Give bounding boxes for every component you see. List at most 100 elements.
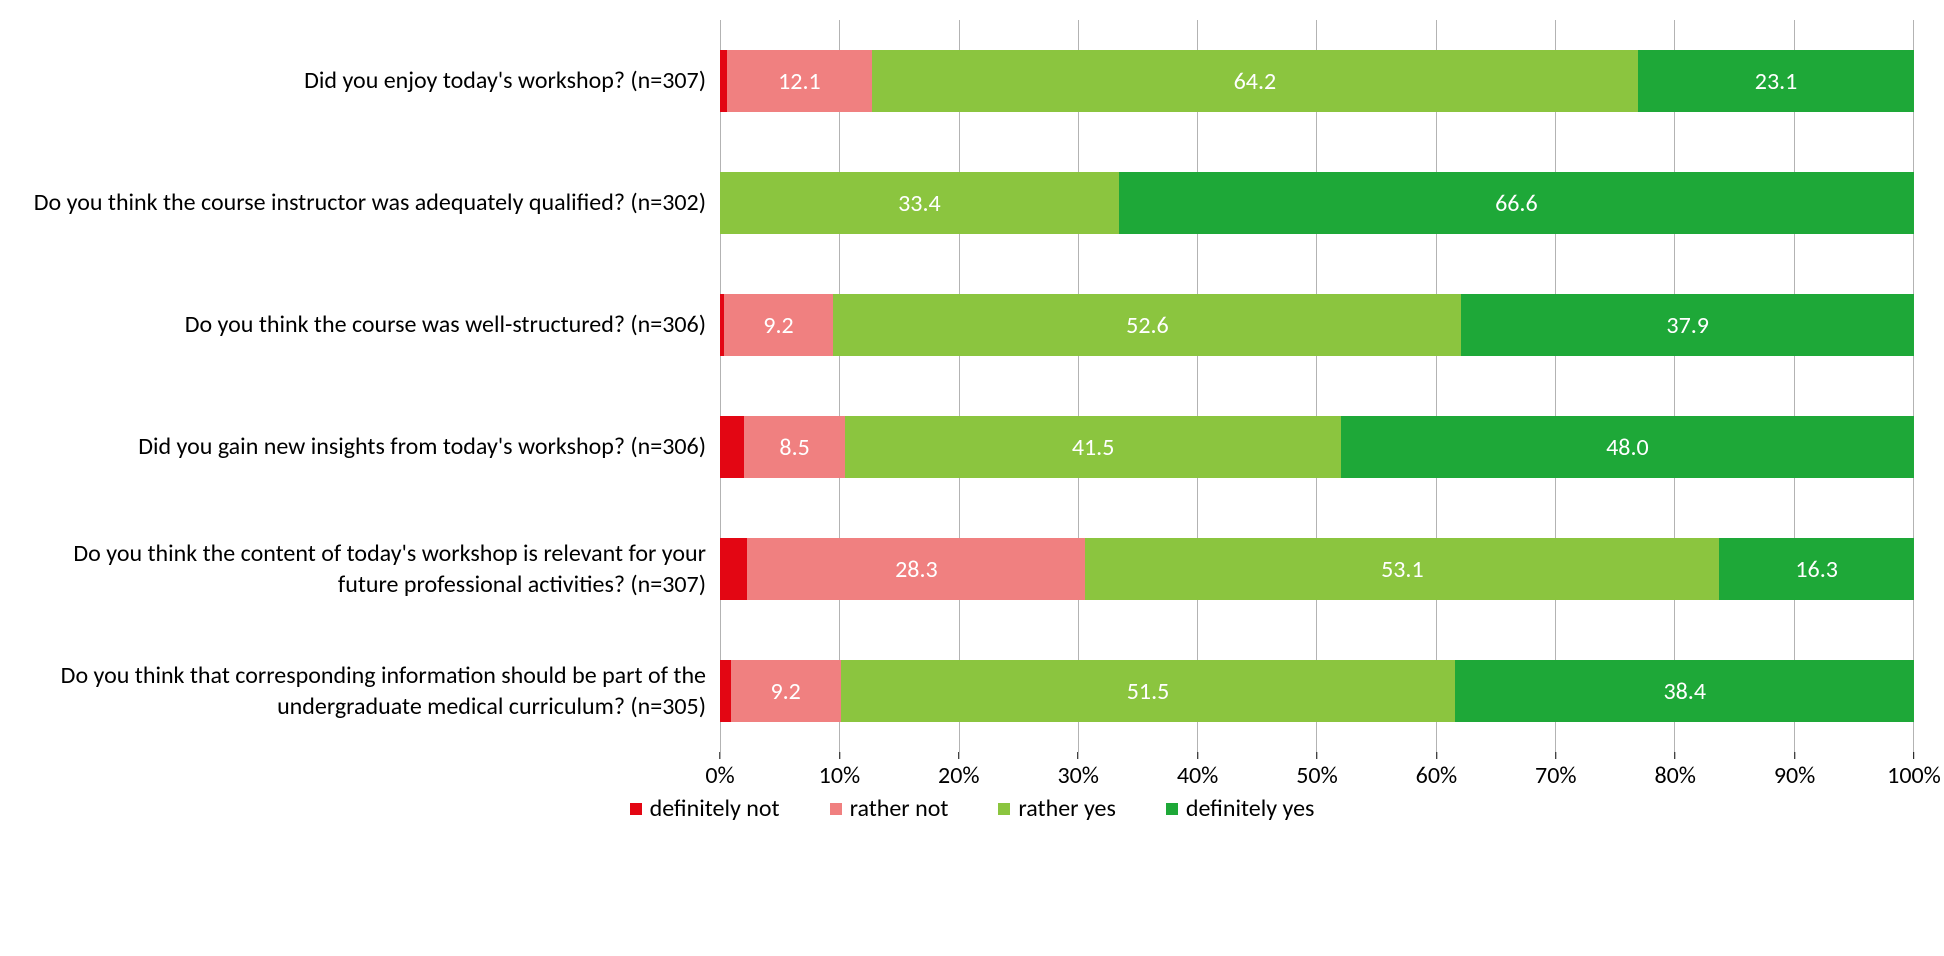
bar-value-label: 12.1 [778, 67, 821, 96]
tick-mark [1555, 752, 1556, 759]
question-label: Do you think the course instructor was a… [30, 187, 720, 218]
bar-segment-rather_not: 9.2 [731, 660, 841, 722]
bar-segment-rather_yes: 51.5 [841, 660, 1456, 722]
bar-segment-definitely_yes: 48.0 [1341, 416, 1914, 478]
question-label: Do you think the course was well-structu… [30, 309, 720, 340]
bar-segment-definitely_not [720, 50, 727, 112]
bar-value-label: 33.4 [898, 189, 941, 218]
tick-label: 60% [1416, 761, 1457, 790]
legend-item-definitely_not: definitely not [630, 794, 780, 823]
bar-segment-rather_not: 12.1 [727, 50, 871, 112]
tick-label: 100% [1887, 761, 1941, 790]
chart-rows: Did you enjoy today's workshop? (n=307)1… [30, 20, 1914, 752]
stacked-bar: 8.5 41.5 48.0 [720, 416, 1914, 478]
bar-segment-rather_yes: 64.2 [872, 50, 1639, 112]
chart-row: Do you think the content of today's work… [30, 508, 1914, 630]
tick-label: 90% [1774, 761, 1815, 790]
bar-segment-rather_not: 28.3 [747, 538, 1085, 600]
tick-mark [1078, 752, 1079, 759]
bar-segment-rather_yes: 52.6 [833, 294, 1461, 356]
question-label: Do you think that corresponding informat… [30, 660, 720, 722]
chart-row: Do you think the course instructor was a… [30, 142, 1914, 264]
plot-cell: 9.2 52.6 37.9 [720, 264, 1914, 386]
stacked-bar-chart: Did you enjoy today's workshop? (n=307)1… [0, 0, 1944, 833]
bar-value-label: 16.3 [1795, 555, 1838, 584]
legend: definitely notrather notrather yesdefini… [30, 794, 1914, 823]
bar-value-label: 53.1 [1381, 555, 1424, 584]
legend-label: rather yes [1018, 794, 1115, 823]
bar-value-label: 48.0 [1606, 433, 1649, 462]
bar-value-label: 9.2 [770, 677, 800, 706]
tick-label: 80% [1654, 761, 1695, 790]
bar-value-label: 64.2 [1234, 67, 1277, 96]
x-tick: 0% [705, 752, 734, 790]
x-tick: 80% [1654, 752, 1695, 790]
legend-swatch [998, 803, 1010, 815]
tick-label: 0% [705, 761, 734, 790]
legend-label: definitely yes [1186, 794, 1315, 823]
x-axis: 0%10%20%30%40%50%60%70%80%90%100% [720, 752, 1914, 788]
tick-mark [1436, 752, 1437, 759]
chart-row: Did you gain new insights from today's w… [30, 386, 1914, 508]
chart-row: Do you think that corresponding informat… [30, 630, 1914, 752]
bar-value-label: 38.4 [1663, 677, 1706, 706]
plot-cell: 12.1 64.2 23.1 [720, 20, 1914, 142]
bar-value-label: 66.6 [1495, 189, 1538, 218]
plot-cell: 8.5 41.5 48.0 [720, 386, 1914, 508]
question-label: Did you gain new insights from today's w… [30, 431, 720, 462]
bar-segment-definitely_yes: 23.1 [1638, 50, 1914, 112]
stacked-bar: 28.3 53.1 16.3 [720, 538, 1914, 600]
legend-item-definitely_yes: definitely yes [1166, 794, 1315, 823]
tick-mark [719, 752, 720, 759]
x-tick: 10% [819, 752, 860, 790]
bar-segment-definitely_yes: 37.9 [1461, 294, 1914, 356]
stacked-bar: 12.1 64.2 23.1 [720, 50, 1914, 112]
x-tick: 100% [1887, 752, 1941, 790]
bar-segment-rather_yes: 53.1 [1085, 538, 1719, 600]
bar-segment-definitely_not [720, 538, 747, 600]
bar-segment-definitely_not [720, 416, 744, 478]
x-tick: 30% [1057, 752, 1098, 790]
plot-cell: 9.2 51.5 38.4 [720, 630, 1914, 752]
bar-segment-rather_yes: 41.5 [845, 416, 1341, 478]
bar-segment-definitely_yes: 66.6 [1119, 172, 1914, 234]
x-axis-row: 0%10%20%30%40%50%60%70%80%90%100% [30, 752, 1914, 788]
x-tick: 60% [1416, 752, 1457, 790]
bar-segment-rather_not: 8.5 [744, 416, 845, 478]
bar-segment-definitely_not [720, 660, 731, 722]
tick-label: 30% [1057, 761, 1098, 790]
bar-value-label: 51.5 [1127, 677, 1170, 706]
tick-mark [1316, 752, 1317, 759]
bar-segment-definitely_yes: 38.4 [1455, 660, 1913, 722]
tick-mark [839, 752, 840, 759]
tick-mark [1197, 752, 1198, 759]
bar-value-label: 9.2 [763, 311, 793, 340]
stacked-bar: 9.2 51.5 38.4 [720, 660, 1914, 722]
bar-value-label: 41.5 [1072, 433, 1115, 462]
question-label: Do you think the content of today's work… [30, 538, 720, 600]
legend-item-rather_yes: rather yes [998, 794, 1115, 823]
tick-mark [958, 752, 959, 759]
chart-row: Do you think the course was well-structu… [30, 264, 1914, 386]
legend-swatch [1166, 803, 1178, 815]
bar-value-label: 37.9 [1666, 311, 1709, 340]
legend-label: definitely not [650, 794, 780, 823]
legend-swatch [830, 803, 842, 815]
tick-label: 10% [819, 761, 860, 790]
stacked-bar: 33.4 66.6 [720, 172, 1914, 234]
bar-value-label: 8.5 [779, 433, 809, 462]
tick-mark [1914, 752, 1915, 759]
tick-mark [1675, 752, 1676, 759]
chart-row: Did you enjoy today's workshop? (n=307)1… [30, 20, 1914, 142]
bar-segment-rather_yes: 33.4 [720, 172, 1119, 234]
bar-value-label: 52.6 [1126, 311, 1169, 340]
bar-value-label: 23.1 [1755, 67, 1798, 96]
plot-cell: 33.4 66.6 [720, 142, 1914, 264]
x-tick: 90% [1774, 752, 1815, 790]
tick-label: 40% [1177, 761, 1218, 790]
tick-label: 20% [938, 761, 979, 790]
bar-segment-rather_not: 9.2 [724, 294, 834, 356]
question-label: Did you enjoy today's workshop? (n=307) [30, 65, 720, 96]
stacked-bar: 9.2 52.6 37.9 [720, 294, 1914, 356]
x-tick: 50% [1296, 752, 1337, 790]
